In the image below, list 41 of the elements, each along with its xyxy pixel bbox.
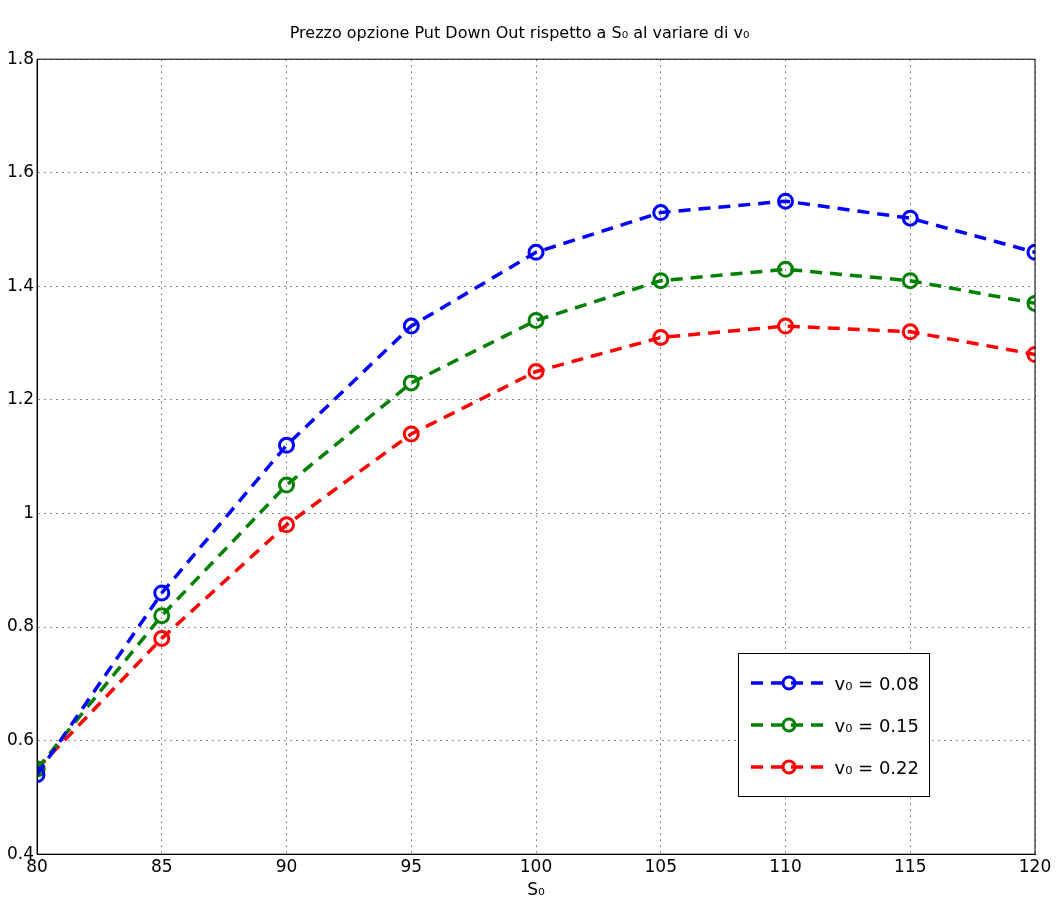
x-tick-label: 120 <box>1018 855 1052 876</box>
y-tick-label: 1.2 <box>6 388 35 409</box>
legend-label: v₀ = 0.15 <box>834 714 919 736</box>
point <box>278 516 296 534</box>
legend-label: v₀ = 0.08 <box>834 672 919 694</box>
x-tick-label: 90 <box>275 855 298 876</box>
point <box>901 209 919 227</box>
point <box>278 436 296 454</box>
x-tick-label: 115 <box>894 855 927 876</box>
point <box>777 260 795 278</box>
x-tick-label: 85 <box>150 855 173 876</box>
y-tick-label: 1 <box>23 501 35 522</box>
point <box>527 243 545 261</box>
point <box>652 204 670 222</box>
y-tick-label: 1.8 <box>6 47 35 68</box>
y-tick-label: 0.6 <box>6 729 35 750</box>
y-tick-label: 0.8 <box>6 615 35 636</box>
point <box>652 272 670 290</box>
point <box>278 476 296 494</box>
x-tick-label: 105 <box>644 855 677 876</box>
legend-label: v₀ = 0.22 <box>834 756 919 778</box>
y-tick-label: 1.6 <box>6 161 35 182</box>
point <box>402 425 420 443</box>
point <box>153 584 171 602</box>
x-tick-label: 110 <box>769 855 802 876</box>
point <box>901 272 919 290</box>
point <box>901 323 919 341</box>
x-axis-title: S₀ <box>527 879 545 900</box>
point <box>527 311 545 329</box>
point <box>402 374 420 392</box>
x-tick-label: 100 <box>519 855 553 876</box>
point <box>153 629 171 647</box>
point <box>527 363 545 381</box>
x-tick-label: 95 <box>400 855 423 876</box>
y-tick-label: 1.4 <box>6 274 35 295</box>
point <box>402 317 420 335</box>
point <box>652 328 670 346</box>
chart-title: Prezzo opzione Put Down Out rispetto a S₀ al variare di v₀ <box>289 22 750 42</box>
point <box>777 192 795 210</box>
point <box>777 317 795 335</box>
point <box>153 607 171 625</box>
